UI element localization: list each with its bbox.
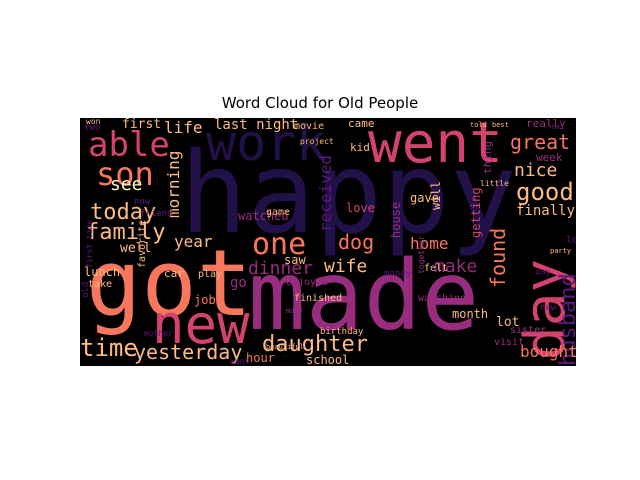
word: game — [266, 207, 291, 218]
word: saw — [284, 253, 306, 267]
word: hour — [246, 351, 275, 365]
word: money — [384, 269, 412, 279]
word: new — [540, 303, 557, 313]
word: great — [510, 130, 571, 154]
word: one — [252, 227, 307, 262]
word: make — [434, 256, 478, 277]
word: together — [417, 235, 426, 274]
word: yesterday — [134, 340, 243, 364]
word: last night — [214, 118, 299, 133]
word: old — [81, 281, 91, 298]
word: watched — [238, 209, 289, 223]
word: birthday — [320, 327, 364, 337]
word: daughter — [262, 332, 368, 357]
word: lot — [496, 315, 520, 330]
word: friend — [140, 209, 173, 219]
word: well — [120, 241, 152, 256]
word: see — [110, 174, 143, 195]
word: best — [492, 121, 509, 129]
word: many — [286, 307, 303, 315]
word: today — [90, 200, 157, 225]
word: visit — [494, 337, 525, 348]
word: go — [230, 275, 247, 291]
word: told — [470, 121, 487, 129]
word: project — [300, 137, 334, 146]
word: getting — [469, 187, 483, 238]
word: sister — [510, 325, 547, 336]
word: love — [346, 201, 375, 215]
word: mother — [144, 329, 173, 338]
word: found — [486, 227, 510, 288]
word: lunch — [84, 265, 121, 279]
word: dog — [338, 230, 375, 254]
word: made — [248, 240, 480, 352]
word-cloud: happy got made went work new day able son one time… — [80, 118, 576, 366]
word: wife — [324, 256, 368, 277]
word: first — [122, 118, 162, 132]
word: finally — [516, 203, 576, 219]
word: thing — [481, 140, 494, 174]
word: home — [410, 234, 449, 253]
word: morning — [164, 150, 183, 218]
word: party — [550, 247, 572, 255]
word: now — [134, 197, 151, 207]
word: life — [164, 118, 203, 137]
word: play — [198, 269, 223, 280]
word: work — [206, 118, 327, 172]
word: year — [174, 232, 213, 251]
word: time — [80, 334, 138, 362]
word: movie — [294, 121, 325, 132]
word: nice — [514, 160, 558, 181]
word: take — [88, 279, 113, 290]
word: little — [480, 179, 509, 188]
word: got — [86, 230, 253, 337]
chart-title: Word Cloud for Old People — [221, 94, 419, 112]
word: new — [152, 293, 250, 356]
word: kid — [350, 141, 370, 154]
word: dinner — [248, 258, 314, 279]
word: favorite — [137, 219, 148, 268]
word: family — [86, 220, 166, 245]
word: week — [536, 151, 563, 164]
word: happy — [180, 129, 518, 259]
word: won — [86, 118, 101, 126]
word: bit — [552, 123, 565, 131]
word: two — [84, 123, 101, 133]
word: pay — [536, 267, 551, 276]
word: month — [452, 307, 489, 321]
word: school — [306, 353, 350, 366]
word: long — [566, 235, 576, 246]
word: felt — [424, 263, 449, 274]
word: watching — [418, 293, 467, 304]
word: car — [164, 267, 184, 280]
word: beautiful — [266, 343, 304, 351]
word: son — [96, 155, 154, 193]
word: enjoyed — [286, 277, 329, 288]
word: really — [526, 118, 566, 130]
word: job — [194, 293, 216, 307]
word: house — [389, 201, 403, 238]
word: went — [230, 357, 250, 366]
word: finished — [294, 293, 343, 304]
word: went — [368, 118, 503, 176]
word: received — [316, 154, 335, 232]
word: came — [348, 118, 375, 130]
word: first time — [85, 219, 94, 268]
word: bought — [520, 342, 576, 361]
word: able — [88, 125, 170, 165]
word: gave — [410, 191, 439, 205]
word: good — [516, 178, 574, 206]
